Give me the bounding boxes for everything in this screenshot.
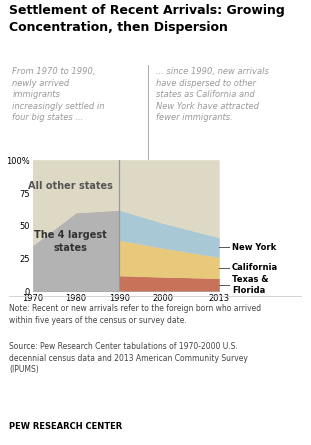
- Text: All other states: All other states: [28, 182, 112, 191]
- Text: Texas &
Florida: Texas & Florida: [232, 275, 268, 295]
- Text: New York: New York: [232, 243, 276, 252]
- Text: California: California: [232, 263, 278, 272]
- Text: Settlement of Recent Arrivals: Growing
Concentration, then Dispersion: Settlement of Recent Arrivals: Growing C…: [9, 4, 285, 34]
- Text: Source: Pew Research Center tabulations of 1970-2000 U.S.
decennial census data : Source: Pew Research Center tabulations …: [9, 342, 248, 374]
- Text: PEW RESEARCH CENTER: PEW RESEARCH CENTER: [9, 422, 123, 431]
- Text: ... since 1990, new arrivals
have dispersed to other
states as California and
Ne: ... since 1990, new arrivals have disper…: [156, 67, 268, 122]
- Text: From 1970 to 1990,
newly arrived
immigrants
increasingly settled in
four big sta: From 1970 to 1990, newly arrived immigra…: [12, 67, 105, 122]
- Text: The 4 largest
states: The 4 largest states: [34, 231, 106, 253]
- Text: Note: Recent or new arrivals refer to the foreign born who arrived
within five y: Note: Recent or new arrivals refer to th…: [9, 304, 262, 325]
